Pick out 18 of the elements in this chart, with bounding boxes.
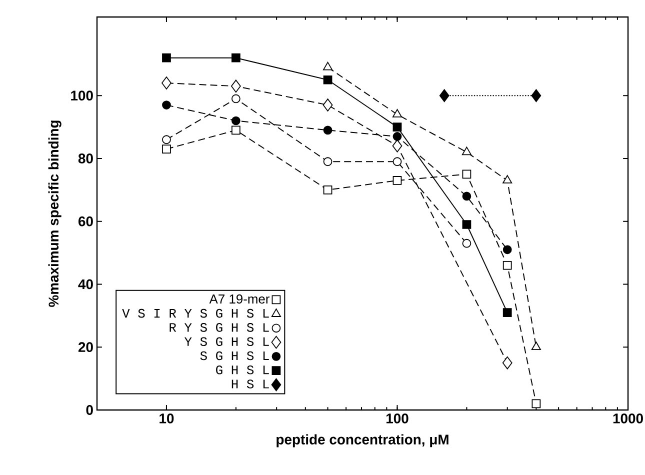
legend-label: V S I R Y S G H S L [122, 308, 269, 318]
y-tick-label: 80 [78, 154, 93, 164]
legend-label: Y S G H S L [184, 337, 269, 346]
legend-label: A7 19-mer [209, 294, 270, 304]
x-axis-title: peptide concentration, μM [276, 434, 448, 448]
legend-label: H S L [232, 380, 269, 388]
legend-label: G H S L [216, 365, 269, 374]
y-tick-label: 60 [78, 216, 93, 226]
y-tick-label: 0 [86, 405, 93, 415]
y-tick-label: 20 [78, 342, 93, 352]
x-tick-label: 1000 [613, 414, 643, 424]
y-tick-label: 40 [78, 279, 93, 290]
x-tick-label: 100 [386, 414, 408, 424]
y-axis-title: %maximum specific binding [48, 120, 62, 307]
x-tick-label: 10 [160, 414, 174, 424]
legend-label: S G H S L [200, 351, 269, 360]
legend-label: R Y S G H S L [170, 323, 269, 332]
y-tick-label: 100 [71, 90, 93, 101]
